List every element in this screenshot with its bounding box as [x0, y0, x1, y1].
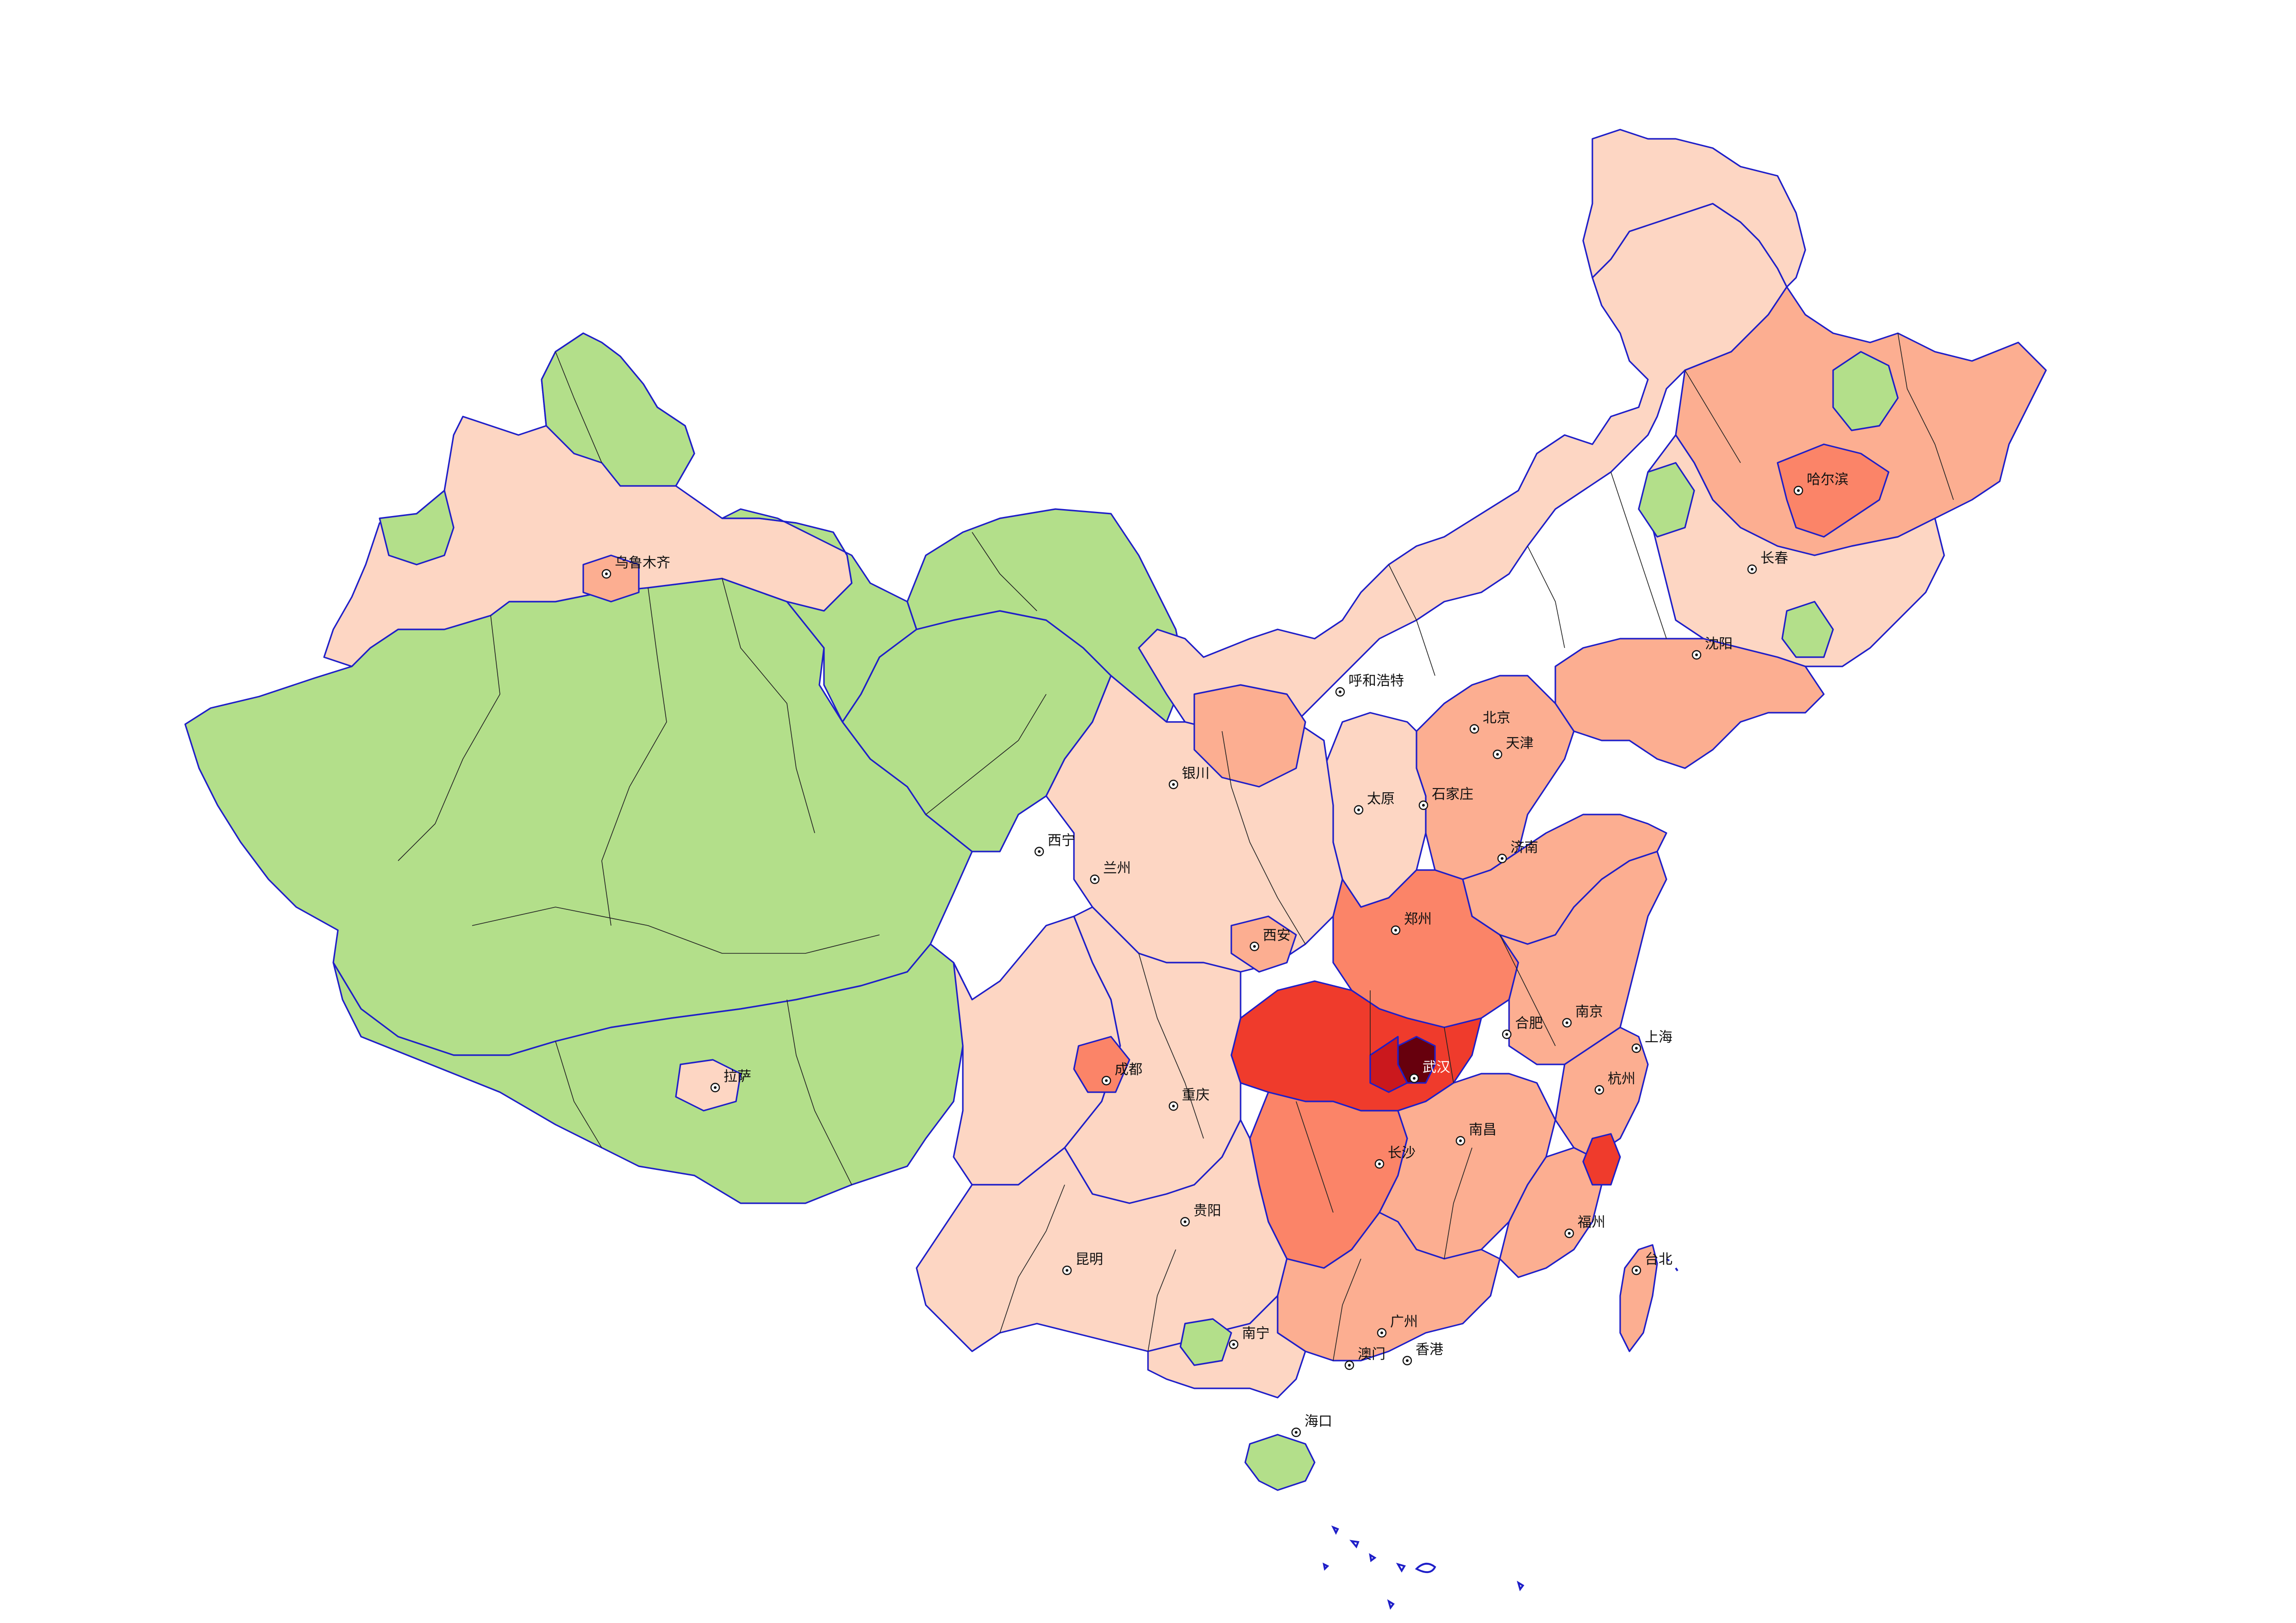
city-label-nanjing: 南京: [1575, 1004, 1603, 1020]
district-chengdu: [1073, 1036, 1130, 1093]
district-green-ne-1: [1832, 351, 1899, 431]
city-marker-hohhot: 呼和浩特: [1335, 673, 1404, 697]
district-green-ne-3: [1781, 601, 1834, 658]
city-label-hangzhou: 杭州: [1608, 1071, 1635, 1087]
region-fujian: [1499, 1147, 1603, 1278]
region-hainan: [1244, 1434, 1316, 1491]
city-marker-wuhan: 武汉: [1409, 1059, 1450, 1083]
city-marker-harbin: 哈尔滨: [1793, 472, 1848, 496]
city-label-lanzhou: 兰州: [1103, 860, 1131, 877]
city-marker-hefei: 合肥: [1502, 1015, 1543, 1039]
south-sea-islands: [1323, 1258, 1678, 1610]
city-label-chengdu: 成都: [1115, 1062, 1142, 1078]
region-altay: [541, 332, 695, 487]
city-marker-chengdu: 成都: [1101, 1062, 1142, 1086]
city-marker-shanghai: 上海: [1631, 1029, 1672, 1053]
city-marker-jinan: 济南: [1497, 839, 1538, 864]
city-label-guiyang: 贵阳: [1193, 1203, 1221, 1219]
city-marker-kunming: 昆明: [1062, 1251, 1103, 1275]
district-nanning-green: [1179, 1318, 1232, 1366]
city-label-shenyang: 沈阳: [1705, 636, 1733, 652]
region-wuhan-ring: [1369, 1036, 1408, 1093]
prefecture-borders: [398, 333, 1954, 1361]
city-label-lhasa: 拉萨: [724, 1069, 751, 1085]
city-label-changchun: 长春: [1760, 550, 1788, 566]
region-tibet: [332, 943, 973, 1204]
district-green-ne-2: [1638, 462, 1695, 538]
district-xinjiang-west-green: [379, 490, 455, 566]
district-urumqi: [582, 554, 640, 603]
city-label-hefei: 合肥: [1515, 1015, 1543, 1032]
city-marker-changchun: 长春: [1747, 550, 1788, 574]
district-harbin: [1777, 443, 1890, 538]
city-marker-guangzhou: 广州: [1377, 1314, 1418, 1338]
city-label-kunming: 昆明: [1075, 1251, 1103, 1268]
city-label-haikou: 海口: [1304, 1413, 1332, 1430]
region-jilin: [1647, 434, 1945, 667]
region-heilongjiang-north: [1582, 129, 1806, 288]
city-label-zhengzhou: 郑州: [1404, 911, 1432, 927]
city-label-xining: 西宁: [1048, 833, 1075, 849]
city-label-jinan: 济南: [1510, 839, 1538, 856]
region-taiwan: [1619, 1244, 1658, 1352]
city-label-beijing: 北京: [1483, 710, 1510, 726]
city-marker-changsha: 长沙: [1374, 1145, 1416, 1169]
city-marker-xian: 西安: [1249, 927, 1291, 951]
city-marker-hangzhou: 杭州: [1594, 1071, 1635, 1095]
district-yinchuan-orange: [1193, 684, 1306, 788]
city-marker-hongkong: 香港: [1402, 1342, 1443, 1366]
district-xian: [1230, 915, 1297, 973]
city-marker-macau: 澳门: [1344, 1346, 1385, 1370]
city-marker-nanchang: 南昌: [1455, 1122, 1497, 1146]
city-marker-fuzhou: 福州: [1564, 1214, 1605, 1238]
city-marker-beijing: 北京: [1469, 710, 1510, 734]
city-marker-shijiazhuang: 石家庄: [1418, 786, 1473, 810]
city-label-taiyuan: 太原: [1367, 791, 1395, 807]
city-marker-yinchuan: 银川: [1168, 765, 1210, 790]
city-marker-taipei: 台北: [1631, 1251, 1672, 1275]
city-label-macau: 澳门: [1358, 1346, 1385, 1362]
city-marker-xining: 西宁: [1034, 833, 1075, 857]
city-marker-tianjin: 天津: [1492, 735, 1534, 759]
region-liaoning: [1554, 638, 1825, 769]
city-marker-zhengzhou: 郑州: [1391, 911, 1432, 935]
city-label-taipei: 台北: [1645, 1251, 1672, 1268]
city-label-xian: 西安: [1263, 927, 1291, 944]
city-marker-urumqi: 乌鲁木齐: [601, 555, 670, 579]
city-marker-nanjing: 南京: [1562, 1004, 1603, 1028]
city-marker-guiyang: 贵阳: [1180, 1203, 1221, 1227]
city-label-tianjin: 天津: [1506, 735, 1534, 752]
city-label-fuzhou: 福州: [1578, 1214, 1605, 1231]
city-label-changsha: 长沙: [1388, 1145, 1416, 1161]
city-label-shijiazhuang: 石家庄: [1432, 786, 1473, 802]
city-label-chongqing: 重庆: [1182, 1087, 1210, 1103]
city-marker-shenyang: 沈阳: [1691, 636, 1733, 660]
city-label-nanchang: 南昌: [1469, 1122, 1497, 1138]
city-label-yinchuan: 银川: [1182, 765, 1210, 782]
city-label-guangzhou: 广州: [1390, 1314, 1418, 1330]
city-label-nanning: 南宁: [1242, 1325, 1270, 1342]
city-label-hongkong: 香港: [1416, 1342, 1443, 1358]
city-label-wuhan: 武汉: [1423, 1059, 1450, 1076]
city-marker-nanning: 南宁: [1229, 1325, 1270, 1349]
city-marker-haikou: 海口: [1291, 1413, 1332, 1437]
district-lhasa: [675, 1059, 742, 1112]
city-label-shanghai: 上海: [1645, 1029, 1672, 1045]
city-marker-taiyuan: 太原: [1354, 791, 1395, 815]
region-jiangsu-anhui: [1499, 851, 1667, 1065]
city-marker-chongqing: 重庆: [1168, 1087, 1210, 1111]
city-marker-lhasa: 拉萨: [710, 1069, 751, 1093]
district-fujian-hot: [1582, 1133, 1621, 1186]
city-label-urumqi: 乌鲁木齐: [615, 555, 670, 571]
city-label-harbin: 哈尔滨: [1807, 472, 1848, 488]
city-label-hohhot: 呼和浩特: [1348, 673, 1404, 689]
city-marker-lanzhou: 兰州: [1090, 860, 1131, 884]
